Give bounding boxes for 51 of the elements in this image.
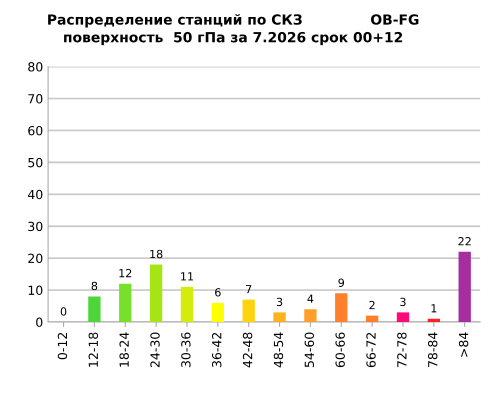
bar [335, 293, 348, 322]
x-tick-label: 18-24 [119, 332, 129, 367]
data-label: 1 [432, 304, 436, 312]
bar [88, 296, 101, 322]
x-tick-label: 42-48 [242, 332, 252, 368]
y-tick-label: 10 [28, 286, 42, 295]
y-tick-label: 80 [28, 62, 42, 72]
y-tick-label: 60 [28, 126, 42, 136]
bar [396, 312, 410, 322]
data-label: 12 [119, 268, 132, 278]
x-tick-label: 66-72 [366, 332, 376, 368]
bar [180, 286, 194, 322]
bar [366, 316, 378, 322]
x-tick-label: 78-84 [428, 332, 438, 368]
y-tick-label: 40 [28, 190, 42, 200]
bar [273, 312, 286, 322]
data-label: 8 [92, 282, 98, 290]
data-label: 6 [215, 288, 221, 297]
bar [304, 309, 317, 322]
bar [242, 300, 255, 322]
data-label: 3 [276, 298, 282, 306]
chart-title: Распределение станций по СКЗ OB-FG поверхность 50 гПа за 7.2026 срок 00+12 [48, 14, 418, 46]
x-tick-label: 48-54 [274, 332, 284, 368]
x-tick-label: 36-42 [212, 332, 222, 368]
y-tick-label: 50 [28, 158, 42, 168]
x-tick-label: 30-36 [181, 332, 191, 368]
bar [458, 252, 471, 322]
data-label: 7 [246, 285, 252, 294]
bar [119, 284, 132, 322]
data-label: 0 [60, 307, 66, 316]
data-label: 18 [150, 250, 162, 258]
bar [428, 318, 440, 322]
data-label: 2 [369, 300, 375, 310]
x-tick-label: 24-30 [150, 332, 160, 368]
y-tick-label: 0 [36, 317, 42, 327]
x-tick-label: 60-66 [335, 332, 345, 368]
x-tick-label: 12-18 [88, 332, 98, 367]
data-label: 22 [458, 237, 471, 246]
data-label: 9 [338, 278, 344, 287]
data-label: 4 [307, 294, 314, 303]
y-tick-label: 70 [28, 94, 42, 104]
x-tick-label: 72-78 [397, 332, 407, 368]
data-label: 11 [181, 272, 194, 280]
y-tick-label: 20 [28, 254, 42, 264]
data-label: 3 [400, 298, 406, 306]
bar [150, 264, 162, 322]
x-tick-label: 54-60 [304, 332, 314, 368]
bar [212, 302, 224, 322]
x-tick-label: 0-12 [58, 332, 68, 360]
x-tick-label: >84 [458, 332, 468, 357]
y-tick-label: 30 [28, 222, 42, 232]
